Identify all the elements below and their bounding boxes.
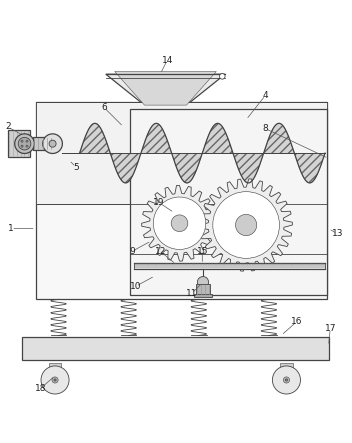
Bar: [36, 102, 327, 204]
Text: 18: 18: [35, 384, 47, 392]
Circle shape: [54, 379, 56, 381]
Circle shape: [171, 215, 188, 232]
Circle shape: [52, 377, 58, 383]
Text: 2: 2: [5, 122, 11, 131]
Text: 1: 1: [8, 224, 14, 233]
Text: 17: 17: [325, 324, 336, 333]
Circle shape: [153, 197, 206, 249]
Circle shape: [18, 137, 31, 150]
Polygon shape: [106, 74, 225, 102]
Circle shape: [41, 366, 69, 394]
Bar: [194, 294, 212, 297]
Circle shape: [26, 145, 28, 147]
Bar: [36, 102, 327, 299]
Text: 11: 11: [186, 289, 197, 298]
Polygon shape: [142, 185, 218, 261]
Text: 6: 6: [101, 103, 107, 112]
Text: 10: 10: [130, 282, 142, 291]
Circle shape: [283, 377, 290, 383]
Polygon shape: [115, 71, 216, 105]
Circle shape: [285, 379, 288, 381]
Circle shape: [213, 192, 279, 258]
Bar: [131, 109, 327, 295]
Text: 14: 14: [162, 56, 173, 65]
Text: 5: 5: [73, 163, 79, 171]
Text: 16: 16: [291, 317, 303, 326]
Circle shape: [15, 134, 34, 153]
Bar: [49, 363, 61, 373]
Circle shape: [272, 366, 301, 394]
Circle shape: [235, 214, 257, 236]
Circle shape: [220, 74, 225, 79]
Circle shape: [21, 145, 23, 147]
Text: 19: 19: [153, 198, 164, 207]
Text: 9: 9: [129, 247, 135, 256]
Bar: [22, 337, 328, 360]
Text: 8: 8: [263, 124, 268, 133]
Circle shape: [21, 140, 23, 142]
Circle shape: [197, 276, 209, 288]
Bar: [33, 137, 52, 150]
Bar: [196, 284, 210, 295]
Bar: [134, 263, 325, 269]
Circle shape: [49, 140, 56, 147]
Bar: [280, 363, 293, 373]
Text: 12: 12: [155, 247, 166, 256]
Polygon shape: [200, 179, 293, 271]
Text: 13: 13: [332, 229, 343, 238]
Text: 4: 4: [263, 91, 268, 100]
Circle shape: [26, 140, 28, 142]
Circle shape: [43, 134, 62, 153]
Text: 15: 15: [196, 247, 208, 256]
Bar: [8, 130, 31, 157]
